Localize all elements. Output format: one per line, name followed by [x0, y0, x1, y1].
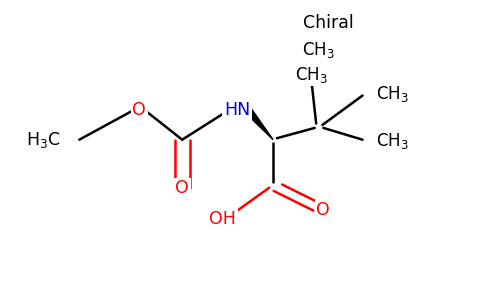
Text: CH$_3$: CH$_3$ — [376, 131, 408, 151]
Text: HN: HN — [224, 101, 250, 119]
Text: OH: OH — [210, 210, 236, 228]
Text: CH$_3$: CH$_3$ — [302, 40, 335, 60]
Text: O: O — [317, 201, 330, 219]
Polygon shape — [244, 109, 273, 140]
Text: H$_3$C: H$_3$C — [26, 130, 60, 150]
Text: Chiral: Chiral — [303, 14, 353, 32]
Text: CH$_3$: CH$_3$ — [295, 65, 328, 85]
Text: CH$_3$: CH$_3$ — [376, 84, 408, 104]
Text: O: O — [175, 179, 189, 197]
Text: O: O — [132, 101, 146, 119]
